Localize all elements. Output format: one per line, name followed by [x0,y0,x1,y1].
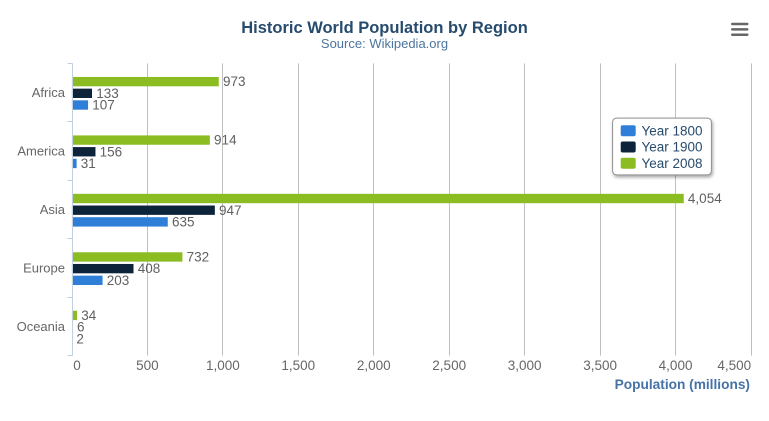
svg-text:0: 0 [73,358,81,373]
svg-text:Source: Wikipedia.org: Source: Wikipedia.org [321,36,448,51]
svg-text:4,500: 4,500 [717,358,751,373]
svg-text:Historic World Population by R: Historic World Population by Region [241,19,528,37]
svg-text:Africa: Africa [32,85,66,100]
svg-text:1,500: 1,500 [281,358,315,373]
svg-text:732: 732 [187,250,210,265]
svg-text:973: 973 [223,74,246,89]
svg-text:500: 500 [136,358,159,373]
svg-text:6: 6 [77,320,85,335]
svg-text:408: 408 [138,261,161,276]
svg-text:Europe: Europe [23,261,65,276]
svg-text:3,000: 3,000 [508,358,542,373]
svg-text:Population (millions): Population (millions) [615,377,750,392]
svg-text:133: 133 [96,86,119,101]
svg-text:Year 1900: Year 1900 [642,140,703,155]
svg-text:156: 156 [100,144,123,159]
svg-text:2,500: 2,500 [432,358,466,373]
svg-text:203: 203 [107,273,130,288]
svg-text:914: 914 [214,133,237,148]
svg-text:2,000: 2,000 [357,358,391,373]
svg-text:Oceania: Oceania [17,319,66,334]
svg-text:34: 34 [81,308,97,323]
svg-text:Year 2008: Year 2008 [642,156,703,171]
svg-text:635: 635 [172,214,195,229]
svg-text:Asia: Asia [40,202,66,217]
svg-text:America: America [17,144,65,159]
svg-text:Year 1800: Year 1800 [642,123,703,138]
svg-text:4,054: 4,054 [688,191,722,206]
svg-text:947: 947 [219,203,242,218]
svg-text:31: 31 [81,156,96,171]
svg-text:2: 2 [76,331,84,346]
svg-text:3,500: 3,500 [583,358,617,373]
svg-text:1,000: 1,000 [206,358,240,373]
svg-text:107: 107 [92,98,115,113]
svg-text:4,000: 4,000 [659,358,693,373]
